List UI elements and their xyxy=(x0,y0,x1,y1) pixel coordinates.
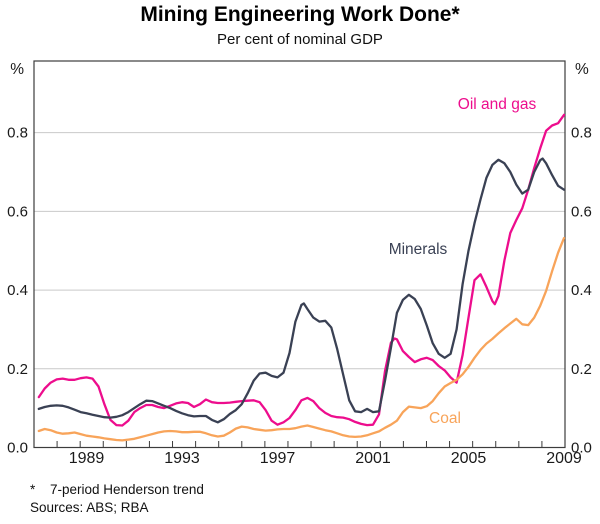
y-axis-label-left: 0.6 xyxy=(7,203,28,220)
chart-title: Mining Engineering Work Done* xyxy=(140,3,460,26)
minerals-label: Minerals xyxy=(389,241,448,258)
y-axis-label-left: 0.8 xyxy=(7,125,28,142)
unit-label-right: % xyxy=(575,61,589,78)
y-axis-label-right: 0.6 xyxy=(571,203,592,220)
x-axis-label-2005: 2005 xyxy=(451,450,487,467)
x-axis-label-1997: 1997 xyxy=(260,450,296,467)
footnote: * 7-period Henderson trend xyxy=(30,482,204,497)
x-axis-label-2009: 2009 xyxy=(546,450,582,467)
coal-label: Coal xyxy=(429,410,461,427)
coal-line xyxy=(37,236,566,442)
unit-label-left: % xyxy=(10,61,24,78)
footnote-text: 7-period Henderson trend xyxy=(50,482,204,497)
y-axis-label-right: 0.4 xyxy=(571,282,592,299)
minerals-line xyxy=(37,157,566,424)
oil-and-gas-label: Oil and gas xyxy=(458,96,537,113)
source-note: Sources: ABS; RBA xyxy=(30,500,149,515)
chart-subtitle: Per cent of nominal GDP xyxy=(217,31,383,48)
y-axis-label-right: 0.2 xyxy=(571,361,592,378)
x-axis-label-2001: 2001 xyxy=(355,450,391,467)
y-axis-label-left: 0.4 xyxy=(7,282,28,299)
footnote-marker: * xyxy=(30,482,36,497)
y-axis-label-right: 0.8 xyxy=(571,125,592,142)
y-axis-label-left: 0.2 xyxy=(7,361,28,378)
x-axis-label-1989: 1989 xyxy=(69,450,105,467)
x-axis-label-1993: 1993 xyxy=(164,450,200,467)
plot-frame xyxy=(33,60,566,449)
oil-and-gas-line xyxy=(37,113,566,427)
y-axis-label-right: 0.0 xyxy=(571,440,592,457)
y-axis-label-left: 0.0 xyxy=(7,440,28,457)
